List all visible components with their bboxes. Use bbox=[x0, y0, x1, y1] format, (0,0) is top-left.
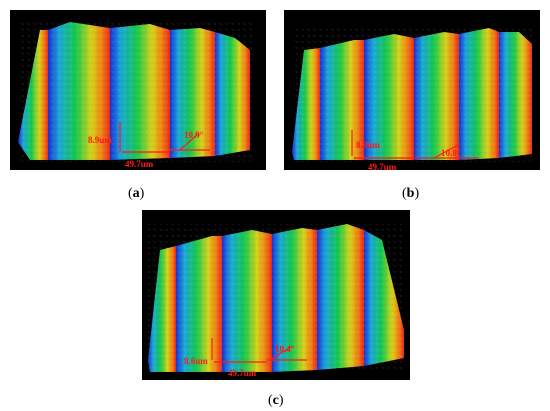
period-label-c: 49.7um bbox=[228, 368, 257, 378]
height-label-a: 8.9um bbox=[88, 135, 112, 145]
measurement-overlay-a bbox=[119, 122, 210, 153]
measurement-overlay-c bbox=[211, 338, 307, 363]
angle-label-c: 10.4° bbox=[275, 344, 295, 354]
panel-a-image: 8.9um 49.7um 10.9° bbox=[10, 10, 266, 170]
caption-c: (c) bbox=[268, 393, 284, 408]
grating-surface-b: 8.9um 49.7um 10.8° bbox=[292, 28, 532, 170]
ridges-c bbox=[148, 224, 404, 372]
grating-surface-a: 8.9um 49.7um 10.9° bbox=[18, 22, 253, 169]
caption-a: (a) bbox=[128, 186, 145, 201]
panel-c-image: 8.6um 49.7um 10.4° bbox=[142, 210, 410, 380]
period-label-a: 49.7um bbox=[125, 159, 154, 169]
angle-label-a: 10.9° bbox=[184, 130, 204, 140]
grating-surface-c: 8.6um 49.7um 10.4° bbox=[148, 224, 404, 378]
panel-b-image: 8.9um 49.7um 10.8° bbox=[284, 10, 540, 170]
period-label-b: 49.7um bbox=[368, 162, 397, 170]
caption-b: (b) bbox=[402, 186, 420, 201]
measurement-overlay-b bbox=[351, 130, 479, 159]
height-label-b: 8.9um bbox=[356, 140, 380, 150]
ridges-b bbox=[292, 28, 532, 162]
height-label-c: 8.6um bbox=[184, 356, 208, 366]
ridges-a bbox=[18, 22, 253, 162]
angle-label-b: 10.8° bbox=[441, 148, 461, 158]
